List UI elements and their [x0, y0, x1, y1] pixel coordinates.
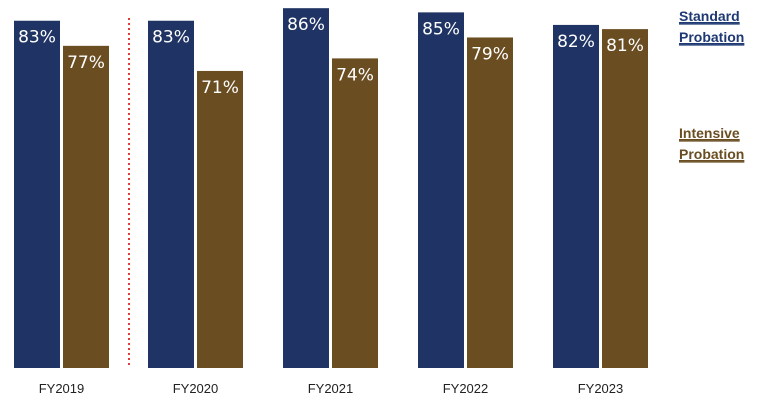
- x-tick-label-fy2019: FY2019: [39, 381, 85, 396]
- bar-standard-fy2021: [283, 8, 329, 369]
- bar-standard-fy2019: [14, 20, 60, 369]
- legend-intensive-line-1: Intensive: [679, 125, 740, 141]
- legend-standard-line-2: Probation: [679, 29, 744, 45]
- data-label-intensive-fy2023: 81%: [606, 36, 644, 56]
- bar-intensive-fy2020: [197, 70, 243, 368]
- x-tick-label-fy2021: FY2021: [308, 381, 354, 396]
- data-label-intensive-fy2019: 77%: [67, 53, 105, 73]
- bar-standard-fy2020: [148, 20, 194, 369]
- legend-intensive-line-2: Probation: [679, 146, 744, 162]
- data-label-standard-fy2023: 82%: [557, 32, 595, 52]
- x-tick-label-fy2023: FY2023: [578, 381, 624, 396]
- data-label-standard-fy2021: 86%: [287, 15, 325, 35]
- legend-standard-line-1: Standard: [679, 8, 740, 24]
- data-label-standard-fy2020: 83%: [152, 28, 190, 48]
- x-tick-label-fy2022: FY2022: [443, 381, 489, 396]
- data-label-standard-fy2019: 83%: [18, 28, 56, 48]
- bar-intensive-fy2023: [602, 29, 648, 368]
- bar-standard-fy2023: [553, 24, 599, 368]
- data-label-standard-fy2022: 85%: [422, 19, 460, 39]
- bar-intensive-fy2021: [332, 58, 378, 368]
- data-label-intensive-fy2021: 74%: [336, 65, 374, 85]
- bar-intensive-fy2019: [63, 45, 109, 368]
- x-tick-label-fy2020: FY2020: [173, 381, 219, 396]
- data-label-intensive-fy2020: 71%: [201, 78, 239, 98]
- bar-intensive-fy2022: [467, 37, 513, 369]
- data-label-intensive-fy2022: 79%: [471, 44, 509, 64]
- bar-standard-fy2022: [418, 12, 464, 368]
